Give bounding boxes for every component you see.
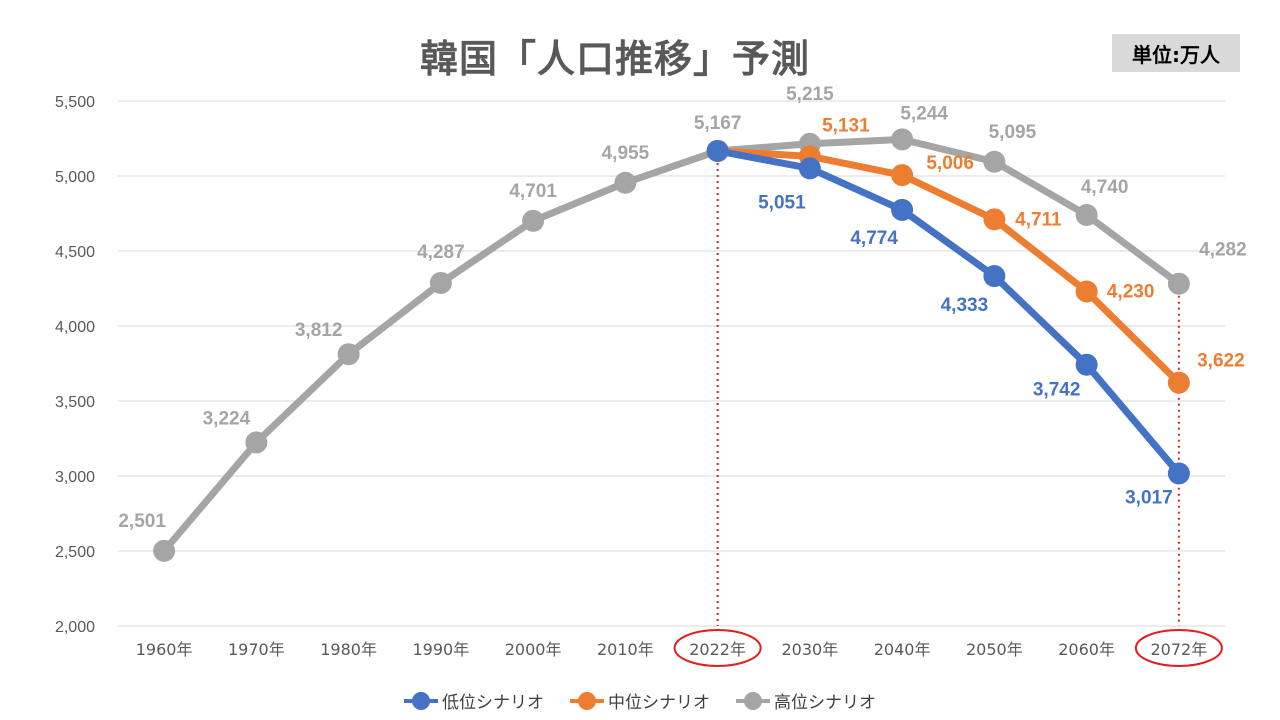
data-point [614,171,637,194]
x-tick-label: 2040年 [874,640,931,659]
data-label: 5,051 [758,192,806,213]
chart-title: 韓国「人口推移」予測 [419,37,810,81]
data-label: 5,095 [989,122,1037,143]
legend-item-low: 低位シナリオ [404,688,544,713]
data-point [706,139,729,162]
series-line-low [714,147,1183,477]
y-tick-label: 2,500 [55,544,95,561]
y-tick-label: 4,000 [55,319,95,336]
data-label: 3,224 [203,408,251,429]
data-label: 4,282 [1199,240,1247,261]
data-label: 5,006 [926,153,974,174]
legend-item-high: 高位シナリオ [736,688,876,713]
data-label: 3,742 [1033,380,1081,401]
unit-label: 単位:万人 [1112,34,1240,72]
y-tick-label: 3,000 [55,469,95,486]
x-tick-label: 1970年 [228,640,285,659]
highlight-ellipse [673,629,762,667]
data-point [1167,272,1190,295]
y-tick-label: 2,000 [55,619,95,636]
legend-label-mid: 中位シナリオ [608,693,710,713]
x-tick-label: 1960年 [136,640,193,659]
data-point [1075,204,1098,226]
data-label: 4,701 [509,181,557,202]
x-tick-label: 1990年 [413,640,470,659]
data-point [891,198,914,221]
y-tick-label: 5,500 [55,94,95,111]
y-tick-label: 3,500 [55,394,95,411]
data-point [337,343,360,366]
x-tick-label: 2050年 [966,640,1023,659]
data-label: 4,955 [602,143,650,164]
series-line-mid [714,147,1183,387]
data-point [1075,280,1098,303]
data-label: 5,244 [900,103,948,124]
legend-swatch-mid [570,691,604,710]
data-label: 4,333 [941,295,989,316]
y-tick-label: 5,000 [55,169,95,186]
data-label: 2,501 [118,511,166,532]
y-tick-label: 4,500 [55,244,95,261]
x-tick-label: 2022年 [689,640,746,659]
data-point [891,128,914,151]
data-point [983,150,1006,173]
data-label: 5,131 [822,115,870,136]
data-label: 4,230 [1107,282,1155,303]
data-point [798,157,821,180]
data-point [1167,371,1190,394]
data-point [1075,353,1098,376]
legend-swatch-low [404,691,438,710]
data-point [522,209,545,232]
data-label: 4,740 [1081,177,1129,198]
x-tick-label: 1980年 [320,640,377,659]
data-point [983,265,1006,288]
legend-item-mid: 中位シナリオ [570,688,710,713]
data-label: 4,774 [850,228,898,249]
x-tick-label: 2010年 [597,640,654,659]
data-label: 3,622 [1197,351,1245,372]
x-tick-label: 2072年 [1151,640,1208,659]
data-label: 5,215 [786,84,834,105]
data-point [983,208,1006,231]
legend-swatch-high [736,691,770,710]
data-label: 3,812 [295,320,343,341]
legend: 低位シナリオ 中位シナリオ 高位シナリオ [0,688,1280,713]
data-point [153,539,176,562]
legend-label-high: 高位シナリオ [774,693,876,713]
legend-label-low: 低位シナリオ [442,693,544,713]
data-point [1167,462,1190,485]
data-label: 5,167 [694,113,742,134]
data-point [429,271,452,294]
data-label: 3,017 [1125,487,1173,508]
series-line-high [160,135,1183,555]
highlight-ellipse [1134,629,1223,667]
data-point [245,431,268,454]
data-point [891,164,914,187]
x-tick-label: 2060年 [1058,640,1115,659]
data-label: 4,711 [1015,209,1062,230]
x-tick-label: 2000年 [505,640,562,659]
x-tick-label: 2030年 [782,640,839,659]
data-label: 4,287 [417,242,465,263]
